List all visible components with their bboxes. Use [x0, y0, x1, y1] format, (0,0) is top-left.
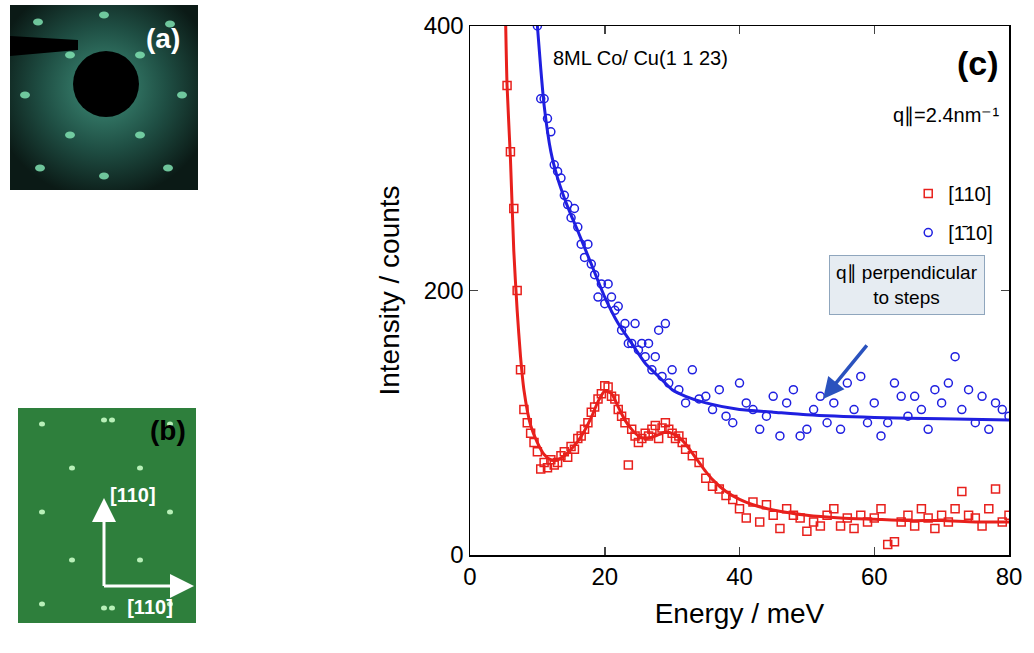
svg-text:q∥ perpendicularto steps: q∥ perpendicularto steps [836, 262, 978, 308]
svg-text:40: 40 [726, 563, 753, 590]
svg-text:80: 80 [996, 563, 1023, 590]
svg-text:0: 0 [463, 563, 476, 590]
svg-text:0: 0 [450, 541, 463, 568]
svg-text:(b): (b) [150, 415, 186, 446]
svg-text:20: 20 [591, 563, 618, 590]
svg-text:q∥=2.4nm⁻¹: q∥=2.4nm⁻¹ [893, 104, 999, 127]
svg-text:[110]: [110] [110, 484, 156, 506]
svg-text:60: 60 [861, 563, 888, 590]
svg-text:200: 200 [424, 277, 464, 304]
svg-text:[110]: [110] [948, 183, 991, 205]
svg-text:400: 400 [424, 12, 464, 39]
svg-text:[110]: [110] [127, 596, 173, 618]
svg-text:8ML Co/ Cu(1 1 23): 8ML Co/ Cu(1 1 23) [553, 47, 728, 69]
svg-text:(a): (a) [146, 23, 180, 54]
svg-text:(c): (c) [957, 44, 999, 82]
svg-text:[1̄10]: [1̄10] [948, 222, 992, 244]
svg-text:Intensity / counts: Intensity / counts [374, 185, 405, 395]
svg-text:Energy / meV: Energy / meV [655, 598, 825, 629]
